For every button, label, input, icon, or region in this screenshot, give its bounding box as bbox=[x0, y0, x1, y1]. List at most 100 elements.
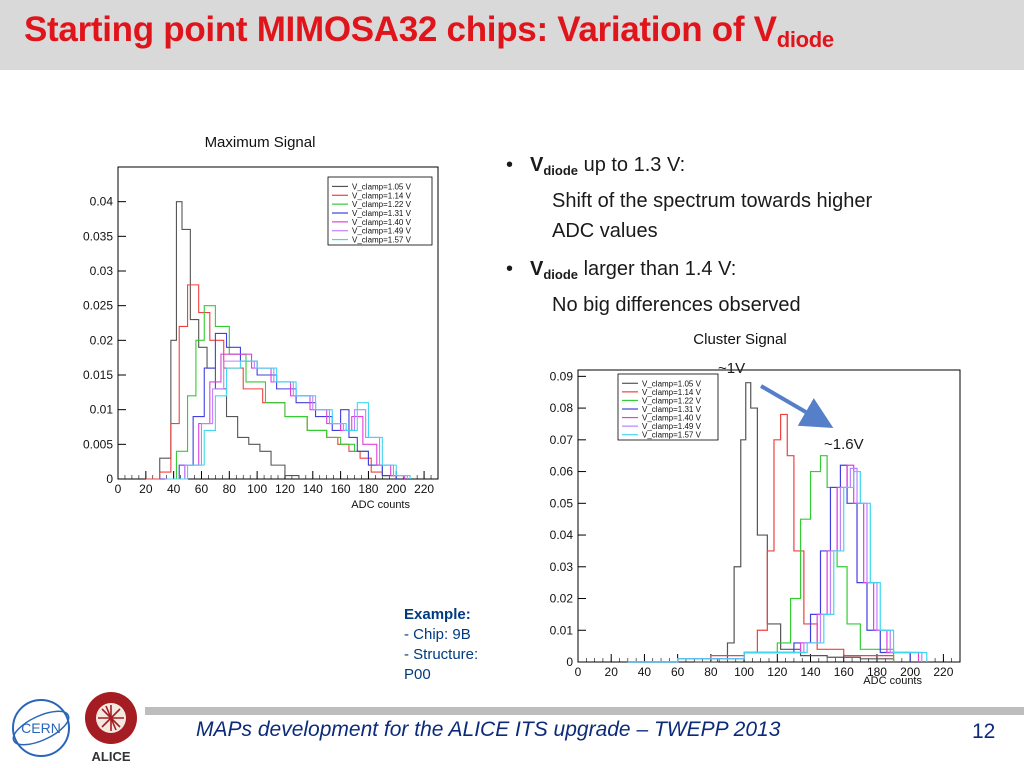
x-tick-label: 20 bbox=[139, 482, 153, 496]
example-line: - Structure: bbox=[404, 646, 479, 663]
alice-logo: ALICE bbox=[85, 692, 137, 764]
y-tick-label: 0.035 bbox=[83, 229, 113, 243]
bullet-dot: • bbox=[506, 258, 514, 280]
cern-logo: CERN bbox=[12, 699, 70, 757]
bullet-item: • Vdiode larger than 1.4 V: No big diffe… bbox=[498, 254, 998, 320]
x-tick-label: 200 bbox=[386, 482, 406, 496]
legend-label: V_clamp=1.14 V bbox=[642, 388, 702, 397]
x-tick-label: 140 bbox=[303, 482, 323, 496]
bullet-v: V bbox=[530, 154, 544, 176]
legend-label: V_clamp=1.40 V bbox=[352, 218, 412, 227]
y-tick-label: 0.02 bbox=[90, 333, 114, 347]
y-tick-label: 0.01 bbox=[90, 403, 114, 417]
shift-arrow-icon bbox=[759, 384, 834, 429]
x-tick-label: 120 bbox=[275, 482, 295, 496]
y-tick-label: 0.06 bbox=[550, 465, 574, 479]
slide-title: Starting point MIMOSA32 chips: Variation… bbox=[24, 10, 834, 53]
chart-maximum-signal: Maximum Signal 0 20 40 60 80 100 120 140 160 180 20… bbox=[83, 134, 439, 511]
x-tick-label: 80 bbox=[223, 482, 237, 496]
x-tick-label: 100 bbox=[247, 482, 267, 496]
legend-label: V_clamp=1.49 V bbox=[352, 227, 412, 236]
x-tick-label: 180 bbox=[358, 482, 378, 496]
footer-bar bbox=[145, 707, 1024, 715]
legend-label: V_clamp=1.05 V bbox=[352, 182, 412, 191]
bullet-line: Shift of the spectrum towards higher bbox=[552, 190, 873, 212]
bullet-line: No big differences observed bbox=[552, 294, 801, 316]
bullet-dot: • bbox=[506, 154, 514, 176]
x-tick-label: 180 bbox=[867, 665, 887, 679]
legend-label: V_clamp=1.22 V bbox=[642, 396, 702, 405]
y-tick-label: 0.04 bbox=[550, 528, 574, 542]
legend-label: V_clamp=1.05 V bbox=[642, 379, 702, 388]
example-line: P00 bbox=[404, 666, 431, 683]
bullet-line: ADC values bbox=[552, 220, 658, 242]
y-tick-label: 0 bbox=[106, 472, 113, 486]
y-tick-label: 0.04 bbox=[90, 195, 114, 209]
y-tick-label: 0.07 bbox=[550, 433, 574, 447]
series-line bbox=[694, 382, 895, 663]
y-tick-label: 0.01 bbox=[550, 623, 574, 637]
cern-logo-text: CERN bbox=[21, 720, 61, 736]
example-line: - Chip: 9B bbox=[404, 626, 471, 643]
x-tick-label: 120 bbox=[767, 665, 787, 679]
y-tick-label: 0 bbox=[566, 655, 573, 669]
x-tick-label: 80 bbox=[704, 665, 718, 679]
x-tick-label: 200 bbox=[900, 665, 920, 679]
x-tick-label: 40 bbox=[167, 482, 181, 496]
example-box: Example: - Chip: 9B - Structure: P00 bbox=[404, 605, 478, 685]
y-tick-label: 0.03 bbox=[550, 560, 574, 574]
legend-label: V_clamp=1.57 V bbox=[642, 431, 702, 440]
y-tick-label: 0.015 bbox=[83, 368, 113, 382]
x-axis-label: ADC counts bbox=[351, 499, 410, 511]
x-tick-label: 160 bbox=[834, 665, 854, 679]
legend-box bbox=[327, 176, 433, 246]
y-tick-label: 0.005 bbox=[83, 437, 113, 451]
bullet-v-sub: diode bbox=[543, 163, 579, 178]
series-line bbox=[627, 470, 928, 663]
title-main: Starting point MIMOSA32 chips: Variation… bbox=[24, 10, 777, 49]
y-tick-label: 0.03 bbox=[90, 264, 114, 278]
x-tick-label: 60 bbox=[195, 482, 209, 496]
x-tick-label: 40 bbox=[638, 665, 652, 679]
legend-label: V_clamp=1.22 V bbox=[352, 200, 412, 209]
footer-text: MAPs development for the ALICE ITS upgra… bbox=[196, 718, 781, 741]
bullet-item: • Vdiode up to 1.3 V: Shift of the spect… bbox=[498, 150, 998, 246]
y-tick-label: 0.02 bbox=[550, 592, 574, 606]
legend-label: V_clamp=1.31 V bbox=[642, 405, 702, 414]
x-tick-label: 20 bbox=[605, 665, 619, 679]
bullet-v: V bbox=[530, 258, 544, 280]
x-tick-label: 0 bbox=[575, 665, 582, 679]
annotation-high: ~1.6V bbox=[824, 436, 864, 453]
bullet-head: larger than 1.4 V: bbox=[578, 258, 737, 280]
series-line bbox=[145, 284, 397, 480]
title-bar bbox=[0, 0, 1024, 70]
chart-title: Maximum Signal bbox=[205, 134, 316, 151]
x-tick-label: 60 bbox=[671, 665, 685, 679]
bullet-v-sub: diode bbox=[543, 267, 579, 282]
bullet-head: up to 1.3 V: bbox=[578, 154, 686, 176]
y-tick-label: 0.05 bbox=[550, 496, 574, 510]
x-tick-label: 140 bbox=[801, 665, 821, 679]
example-title: Example: bbox=[404, 606, 471, 623]
bullet-list: • Vdiode up to 1.3 V: Shift of the spect… bbox=[498, 150, 998, 328]
series-line bbox=[168, 360, 411, 480]
legend-label: V_clamp=1.57 V bbox=[352, 236, 412, 245]
x-tick-label: 160 bbox=[331, 482, 351, 496]
x-tick-label: 220 bbox=[414, 482, 434, 496]
title-subscript: diode bbox=[776, 27, 834, 52]
legend-label: V_clamp=1.40 V bbox=[642, 414, 702, 423]
annotation-low: ~1V bbox=[718, 360, 746, 377]
x-tick-label: 220 bbox=[933, 665, 953, 679]
y-tick-label: 0.08 bbox=[550, 401, 574, 415]
y-tick-label: 0.025 bbox=[83, 299, 113, 313]
alice-logo-text: ALICE bbox=[92, 749, 131, 764]
chart-cluster-signal: Cluster Signal 0 20 40 60 80 100 120 140 160 180 20… bbox=[550, 331, 961, 687]
x-axis-label: ADC counts bbox=[863, 675, 922, 687]
x-tick-label: 100 bbox=[734, 665, 754, 679]
y-tick-label: 0.09 bbox=[550, 369, 574, 383]
legend-box bbox=[617, 373, 719, 441]
x-tick-label: 0 bbox=[115, 482, 122, 496]
page-number: 12 bbox=[972, 720, 996, 743]
legend-label: V_clamp=1.31 V bbox=[352, 209, 412, 218]
chart-title: Cluster Signal bbox=[693, 331, 786, 348]
